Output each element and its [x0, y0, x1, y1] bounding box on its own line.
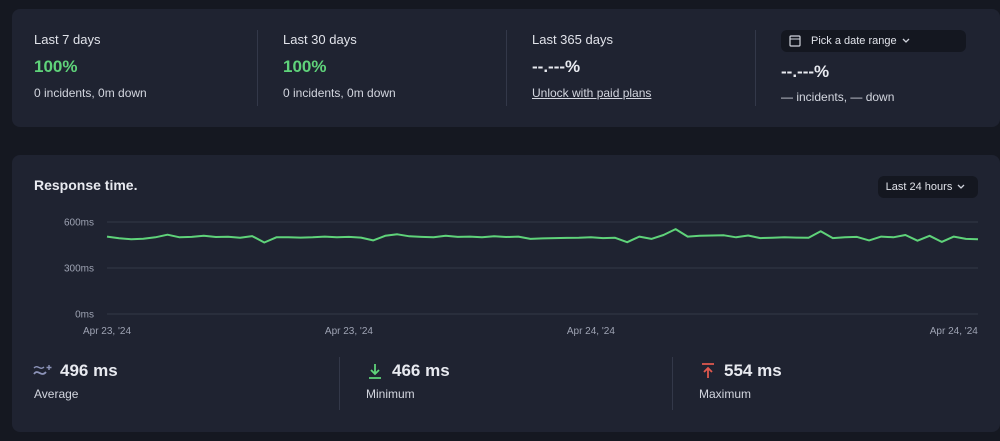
- x-tick-label: Apr 23, '24: [83, 326, 131, 337]
- stat-label: Last 365 days: [532, 32, 613, 47]
- minimum-icon: [369, 364, 381, 379]
- chevron: [957, 184, 965, 189]
- summary-value: 496 ms: [60, 361, 118, 380]
- separator: [672, 357, 673, 410]
- stat-value: 100%: [283, 57, 327, 76]
- summary-label: Average: [34, 387, 79, 401]
- response-line: [106, 228, 979, 244]
- stat-detail: 0 incidents, 0m down: [34, 86, 147, 100]
- summary-label: Minimum: [366, 387, 415, 401]
- y-tick-label: 0ms: [75, 310, 94, 321]
- x-tick-label: Apr 23, '24: [325, 326, 373, 337]
- stat-detail: 0 incidents, 0m down: [283, 86, 396, 100]
- y-tick-label: 600ms: [64, 218, 94, 229]
- average-icon: [33, 365, 52, 375]
- panel-title: Response time.: [34, 177, 138, 193]
- summary-value: 554 ms: [724, 361, 782, 380]
- separator: [257, 30, 258, 106]
- chevron: [902, 38, 910, 43]
- stat-detail: — incidents, — down: [781, 90, 895, 104]
- response-card: [12, 155, 1000, 432]
- x-tick-label: Apr 24, '24: [567, 326, 615, 337]
- separator: [755, 30, 756, 106]
- stat-value: 100%: [34, 57, 78, 76]
- maximum-icon: [702, 363, 714, 378]
- stat-label: Last 7 days: [34, 32, 101, 47]
- button-label: Last 24 hours: [885, 181, 953, 193]
- y-tick-label: 300ms: [64, 264, 94, 275]
- x-tick-label: Apr 24, '24: [930, 326, 978, 337]
- date-range-button[interactable]: Pick a date range: [781, 30, 966, 52]
- button-label: Pick a date range: [811, 35, 897, 47]
- stat-value: --.---%: [781, 62, 830, 81]
- stat-value: --.---%: [532, 57, 581, 76]
- separator: [506, 30, 507, 106]
- separator: [339, 357, 340, 410]
- calendar-icon: [789, 35, 801, 47]
- range-button[interactable]: Last 24 hours: [878, 176, 978, 198]
- stat-label: Last 30 days: [283, 32, 357, 47]
- summary-value: 466 ms: [392, 361, 450, 380]
- summary-label: Maximum: [699, 387, 752, 401]
- unlock-link[interactable]: Unlock with paid plans: [532, 86, 652, 100]
